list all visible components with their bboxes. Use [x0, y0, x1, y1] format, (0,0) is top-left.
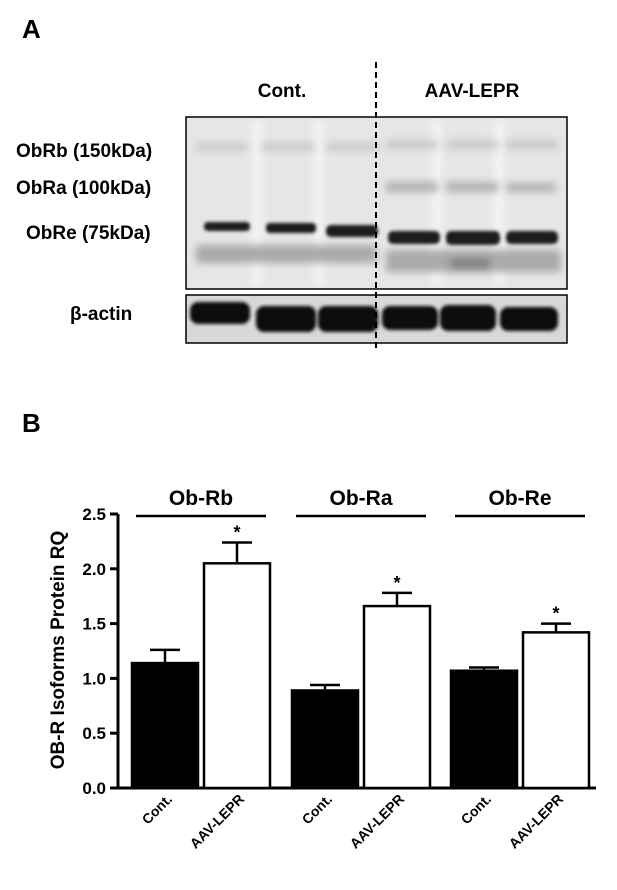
group-label-aav-lepr: AAV-LEPR	[425, 81, 520, 102]
group-label-cont: Cont.	[258, 81, 307, 102]
group-title: Ob-Re	[489, 487, 552, 510]
significance-star: *	[393, 573, 400, 593]
significance-star: *	[552, 604, 559, 624]
x-tick-label: Cont.	[139, 791, 176, 828]
group-title: Ob-Ra	[330, 487, 393, 510]
y-tick-label: 0.0	[82, 779, 106, 798]
y-axis-label: OB-R Isoforms Protein RQ	[48, 531, 69, 770]
y-axis-ticks: 0.0 0.5 1.0 1.5 2.0 2.5	[82, 505, 118, 798]
band-label-obra: ObRa (100kDa)	[16, 178, 151, 199]
significance-markers: * * *	[233, 522, 559, 623]
y-tick-label: 2.5	[82, 505, 106, 524]
x-tick-label: AAV-LEPR	[505, 791, 566, 852]
group-headers: Ob-Rb Ob-Ra Ob-Re	[136, 487, 585, 518]
x-tick-label: Cont.	[299, 791, 336, 828]
bar	[130, 661, 200, 790]
y-tick-label: 1.5	[82, 615, 106, 634]
error-bars	[150, 541, 571, 691]
bar	[521, 631, 591, 790]
loading-control-label: β-actin	[70, 304, 132, 325]
y-tick-label: 0.5	[82, 724, 106, 743]
panel-a-label: A	[22, 14, 41, 44]
x-tick-label: AAV-LEPR	[186, 791, 247, 852]
x-tick-labels: Cont. AAV-LEPR Cont. AAV-LEPR Cont. AAV-LEPR	[139, 791, 567, 852]
bar	[362, 604, 432, 790]
bar	[290, 689, 360, 790]
x-tick-label: AAV-LEPR	[346, 791, 407, 852]
band-label-obre: ObRe (75kDa)	[26, 223, 151, 244]
bars	[130, 562, 591, 790]
y-tick-label: 2.0	[82, 560, 106, 579]
band-label-obrb: ObRb (150kDa)	[16, 141, 152, 162]
bar	[202, 562, 272, 790]
group-title: Ob-Rb	[169, 487, 233, 510]
bar	[449, 669, 519, 790]
y-tick-label: 1.0	[82, 669, 106, 688]
panel-b-label: B	[22, 408, 41, 438]
x-tick-label: Cont.	[458, 791, 495, 828]
significance-star: *	[233, 522, 240, 542]
